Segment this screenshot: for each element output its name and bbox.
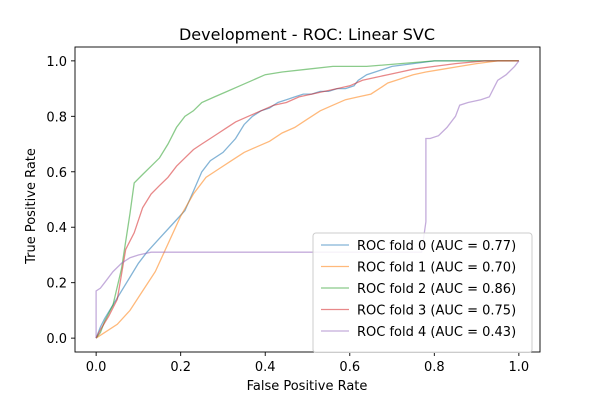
x-axis-label: False Positive Rate: [247, 379, 368, 394]
legend-label: ROC fold 4 (AUC = 0.43): [357, 325, 516, 340]
y-tick-label: 0.4: [46, 221, 67, 236]
legend-label: ROC fold 3 (AUC = 0.75): [357, 304, 516, 319]
roc-line-fold-4: [95, 60, 520, 339]
roc-line-fold-3: [95, 60, 519, 339]
x-tick-label: 1.0: [509, 360, 530, 375]
legend-box: [312, 232, 533, 353]
plot-frame: [74, 46, 541, 353]
y-axis-label: True Positive Rate: [24, 148, 39, 265]
y-tick-label: 0.6: [46, 166, 67, 181]
chart-title: Development - ROC: Linear SVC: [179, 25, 435, 44]
plot-area: 0.0 0.2 0.4 0.6 0.8 1.0 0.0 0.2 0.4 0.6 0.8 1.0: [46, 46, 541, 375]
x-tick-label: 0.6: [339, 360, 360, 375]
roc-line-fold-2: [95, 60, 519, 339]
roc-line-fold-1: [95, 60, 519, 339]
y-tick-label: 0.2: [46, 277, 67, 292]
y-tick-label: 0.8: [46, 110, 67, 125]
y-tick-label: 1.0: [46, 55, 67, 70]
x-tick-label: 0.4: [255, 360, 276, 375]
x-tick-label: 0.8: [424, 360, 445, 375]
y-tick-label: 0.0: [46, 332, 67, 347]
x-tick-label: 0.2: [170, 360, 191, 375]
x-tick-label: 0.0: [86, 360, 107, 375]
legend-label: ROC fold 2 (AUC = 0.86): [357, 282, 516, 297]
legend-label: ROC fold 0 (AUC = 0.77): [357, 239, 516, 254]
legend-label: ROC fold 1 (AUC = 0.70): [357, 261, 516, 276]
legend: ROC fold 0 (AUC = 0.77) ROC fold 1 (AUC =…: [312, 232, 533, 353]
